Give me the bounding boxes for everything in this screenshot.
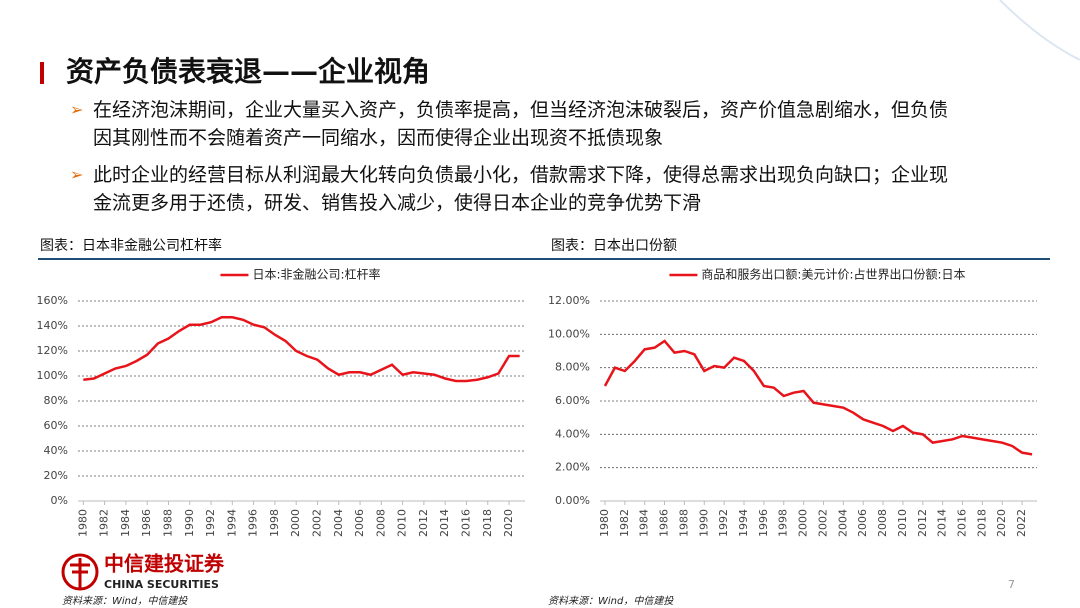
y-tick-label: 10.00% [548,327,590,340]
series-line [83,316,520,383]
y-tick-label: 60% [44,419,68,432]
x-tick-label: 2006 [353,509,366,537]
x-tick-label: 1984 [638,509,651,537]
bullet-marker: ➢ [70,165,84,184]
x-tick-label: 2010 [896,509,909,537]
x-tick-label: 2012 [916,509,929,537]
x-tick-label: 1998 [777,509,790,537]
x-tick-label: 1988 [161,509,174,537]
decoration [999,0,1080,61]
x-tick-label: 1986 [658,509,671,537]
x-tick-label: 1980 [76,509,89,537]
page-number: 7 [1008,578,1015,591]
x-tick-label: 1998 [268,509,281,537]
x-tick-label: 1996 [757,509,770,537]
x-tick-label: 2016 [459,509,472,537]
bullet-marker: ➢ [70,100,84,119]
x-tick-label: 2010 [396,509,409,537]
y-tick-label: 4.00% [555,427,590,440]
x-tick-label: 1992 [717,509,730,537]
chart-caption: 图表：日本出口份额 [551,238,677,254]
x-tick-label: 1980 [598,509,611,537]
y-tick-label: 8.00% [555,361,590,374]
x-tick-label: 2004 [332,509,345,537]
x-tick-label: 1988 [677,509,690,537]
logo-icon [61,553,99,591]
bullet-line: 因其刚性而不会随着资产一同缩水，因而使得企业出现资不抵债现象 [93,127,664,149]
legend-label: 日本:非金融公司:杠杆率 [252,267,380,282]
x-tick-label: 1990 [183,509,196,537]
y-tick-label: 120% [37,344,68,357]
x-tick-label: 2006 [856,509,869,537]
x-tick-label: 2000 [797,509,810,537]
slide-title: 资产负债表衰退——企业视角 [66,55,431,88]
y-tick-label: 0.00% [555,494,590,507]
bullet-line: 在经济泡沫期间，企业大量买入资产，负债率提高，但当经济泡沫破裂后，资产价值急剧缩… [93,99,949,121]
y-tick-label: 160% [37,294,68,307]
x-tick-label: 2016 [956,509,969,537]
x-tick-label: 1982 [618,509,631,537]
x-tick-label: 2002 [310,509,323,537]
y-tick-label: 80% [44,394,68,407]
x-tick-label: 1994 [225,509,238,537]
y-tick-label: 6.00% [555,394,590,407]
bullet: ➢ 此时企业的经营目标从利润最大化转向负债最小化，借款需求下降，使得总需求出现负向… [70,161,948,217]
source: 资料来源：Wind，中信建投 [548,595,674,607]
y-tick-label: 12.00% [548,294,590,307]
y-tick-label: 2.00% [555,461,590,474]
y-tick-label: 40% [44,444,68,457]
series-line [603,339,1033,456]
x-tick-label: 1992 [204,509,217,537]
x-tick-label: 1996 [247,509,260,537]
x-tick-label: 2014 [438,509,451,537]
chart-caption: 图表：日本非金融公司杠杆率 [40,237,222,254]
x-tick-label: 1990 [697,509,710,537]
x-tick-label: 2020 [995,509,1008,537]
x-tick-label: 2020 [502,509,515,537]
x-tick-label: 2004 [836,509,849,537]
x-tick-label: 2022 [1015,509,1028,537]
logo-name-en: CHINA SECURITIES [104,578,219,591]
source: 资料来源：Wind，中信建投 [62,595,188,607]
x-tick-label: 1986 [140,509,153,537]
x-tick-label: 1982 [98,509,111,537]
x-tick-label: 2012 [417,509,430,537]
x-tick-label: 2018 [975,509,988,537]
x-tick-label: 2018 [481,509,494,537]
x-tick-label: 2008 [374,509,387,537]
y-tick-label: 20% [44,469,68,482]
x-tick-label: 2014 [936,509,949,537]
y-tick-label: 100% [37,369,68,382]
legend-label: 商品和服务出口额:美元计价:占世界出口份额:日本 [701,267,965,282]
bullet-line: 金流更多用于还债，研发、销售投入减少，使得日本企业的竞争优势下滑 [93,192,702,214]
title-marker [40,62,44,84]
x-tick-label: 2002 [816,509,829,537]
x-tick-label: 2000 [289,509,302,537]
bullet: ➢ 在经济泡沫期间，企业大量买入资产，负债率提高，但当经济泡沫破裂后，资产价值急剧… [70,96,948,152]
x-tick-label: 1994 [737,509,750,537]
logo-name: 中信建投证券 [104,552,225,576]
x-tick-label: 1984 [119,509,132,537]
y-tick-label: 0% [51,494,68,507]
x-tick-label: 2008 [876,509,889,537]
bullet-line: 此时企业的经营目标从利润最大化转向负债最小化，借款需求下降，使得总需求出现负向缺… [93,164,949,186]
y-tick-label: 140% [37,319,68,332]
